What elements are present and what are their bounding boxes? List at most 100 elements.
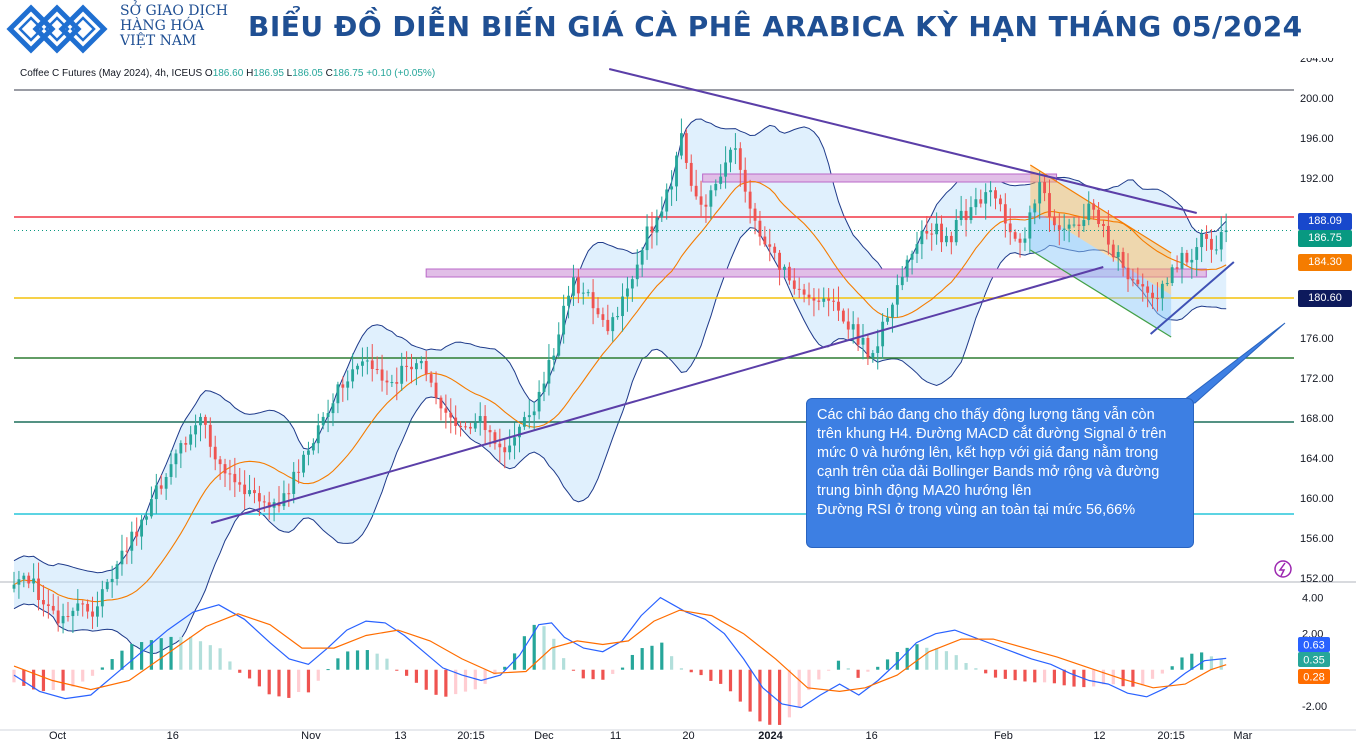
- time-tick-label: Dec: [534, 730, 554, 742]
- macd-histogram-bar: [935, 648, 939, 670]
- macd-histogram-bar: [640, 648, 644, 670]
- candle-body: [787, 266, 791, 281]
- change-value: +0.10 (+0.05%): [366, 68, 436, 79]
- macd-histogram-bar: [365, 650, 369, 670]
- candle-body: [1077, 224, 1081, 227]
- time-tick-label: Feb: [994, 730, 1013, 742]
- macd-histogram-bar: [827, 669, 831, 671]
- macd-histogram-bar: [768, 669, 772, 725]
- macd-histogram-bar: [1101, 669, 1106, 685]
- time-tick-label: Mar: [1233, 730, 1252, 742]
- candle-body: [86, 603, 90, 612]
- candle-body: [17, 579, 21, 585]
- candle-body: [635, 264, 639, 280]
- candle-body: [1136, 279, 1140, 285]
- candle-body: [81, 603, 85, 605]
- candle-body: [557, 334, 561, 356]
- macd-histogram-bar: [522, 636, 526, 670]
- candle-body: [611, 317, 615, 332]
- candle-body: [169, 464, 173, 477]
- candle-body: [724, 162, 728, 177]
- macd-histogram-bar: [346, 651, 350, 670]
- price-chart-svg: 204.00200.00196.00192.00188.00184.00180.…: [0, 58, 1356, 742]
- price-tick-label: 200.00: [1300, 93, 1334, 105]
- candle-body: [218, 459, 222, 465]
- macd-histogram-bar: [1141, 669, 1145, 686]
- macd-histogram-bar: [650, 645, 654, 670]
- candle-body: [459, 425, 463, 427]
- candle-body: [1028, 212, 1032, 239]
- candle-body: [473, 422, 477, 429]
- candle-body: [954, 220, 958, 243]
- symbol-info: Coffee C Futures (May 2024), 4h, ICEUS O…: [20, 68, 435, 79]
- macd-histogram-bar: [316, 669, 320, 681]
- price-label-blue: 188.09: [1298, 213, 1352, 230]
- candle-body: [1156, 298, 1159, 300]
- candle-body: [945, 235, 948, 243]
- price-tick-label: 168.00: [1300, 413, 1334, 425]
- macd-histogram-bar: [679, 668, 684, 670]
- candle-body: [1008, 223, 1012, 233]
- candle-body: [733, 148, 737, 150]
- candle-body: [1038, 182, 1042, 204]
- candle-body: [341, 384, 345, 388]
- candle-body: [576, 277, 580, 294]
- channel-upper-line: [1030, 164, 1172, 254]
- macd-histogram-bar: [728, 669, 733, 692]
- candle-body: [900, 276, 904, 286]
- macd-histogram-bar: [1052, 669, 1056, 684]
- symbol-name: Coffee C Futures (May 2024), 4h, ICEUS: [20, 68, 203, 79]
- macd-histogram-bar: [503, 666, 507, 670]
- candle-body: [154, 485, 158, 500]
- price-tick-label: 160.00: [1300, 493, 1334, 505]
- macd-histogram-bar: [1160, 669, 1164, 674]
- candle-body: [748, 191, 752, 209]
- macd-histogram-bar: [876, 666, 880, 670]
- time-tick-label: 2024: [758, 730, 783, 742]
- candle-body: [498, 443, 502, 448]
- candle-body: [311, 443, 315, 451]
- macd-histogram-bar: [817, 669, 821, 680]
- macd-histogram-bar: [336, 658, 340, 670]
- candle-body: [1072, 224, 1076, 226]
- macd-histogram-bar: [925, 647, 929, 670]
- macd-histogram-bar: [738, 669, 742, 702]
- candle-body: [189, 434, 193, 445]
- candle-body: [851, 324, 855, 330]
- macd-histogram-bar: [1033, 669, 1037, 683]
- macd-histogram-bar: [355, 650, 360, 670]
- candle-body: [969, 207, 973, 221]
- macd-histogram-bar: [22, 669, 26, 686]
- macd-value-label: 0.35: [1303, 655, 1324, 667]
- macd-histogram-bar: [984, 669, 988, 674]
- candle-body: [331, 403, 335, 414]
- candle-body: [243, 484, 247, 495]
- macd-histogram-bar: [306, 669, 311, 693]
- close-label: C: [325, 68, 333, 79]
- macd-histogram-bar: [1190, 653, 1194, 670]
- candle-body: [1210, 238, 1213, 250]
- candle-body: [1146, 286, 1150, 293]
- candle-body: [1200, 234, 1204, 248]
- macd-histogram-bar: [1092, 669, 1096, 687]
- candle-body: [1205, 234, 1208, 239]
- time-tick-label: 12: [1093, 730, 1105, 742]
- candle-body: [763, 236, 767, 245]
- candle-body: [454, 417, 458, 426]
- candle-body: [140, 519, 144, 537]
- candle-body: [32, 578, 36, 584]
- price-tick-label: 196.00: [1300, 133, 1334, 145]
- candle-body: [1185, 252, 1189, 263]
- trendline: [608, 68, 1197, 214]
- macd-histogram-bar: [257, 669, 261, 687]
- candle-body: [1175, 267, 1179, 269]
- macd-histogram-bar: [247, 669, 252, 679]
- macd-histogram-bar: [944, 651, 949, 670]
- macd-histogram-bar: [1219, 659, 1223, 670]
- candle-body: [96, 606, 99, 617]
- candle-body: [493, 432, 497, 444]
- candle-body: [356, 365, 359, 370]
- candle-body: [910, 253, 914, 260]
- macd-histogram-bar: [395, 669, 399, 671]
- candle-body: [640, 250, 644, 265]
